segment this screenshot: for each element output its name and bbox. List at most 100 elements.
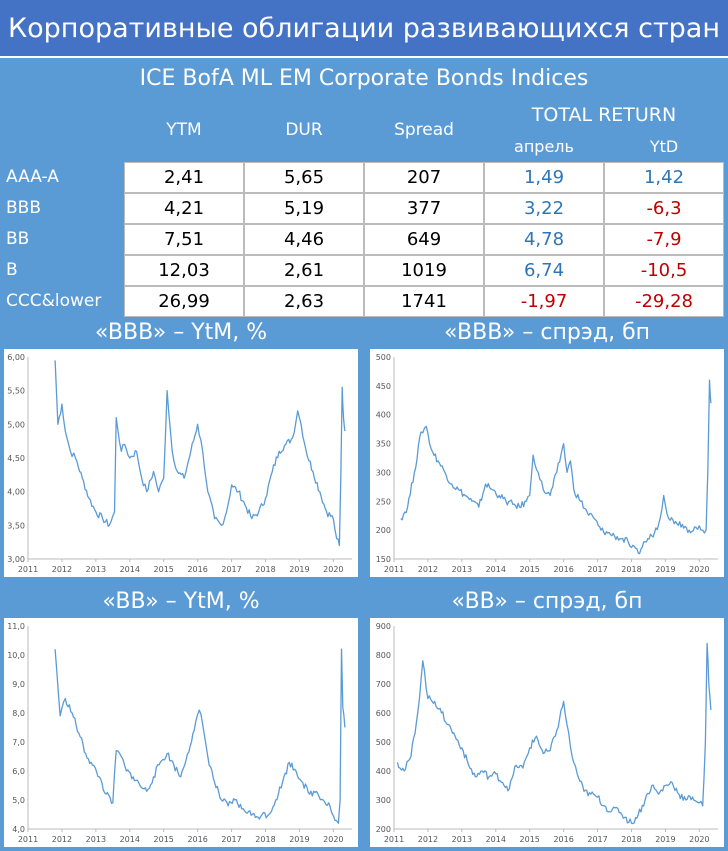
x-tick-label: 2019 [655, 565, 675, 574]
y-tick-label: 350 [376, 440, 391, 449]
x-tick-label: 2019 [289, 835, 309, 844]
x-tick-label: 2012 [52, 565, 72, 574]
y-tick-label: 200 [376, 526, 391, 535]
x-tick-label: 2013 [86, 835, 106, 844]
x-tick-label: 2015 [520, 835, 540, 844]
series-line [396, 642, 712, 825]
y-tick-label: 700 [376, 680, 391, 689]
chart-title-bbb-spread: «BBB» – спрэд, бп [443, 320, 651, 345]
y-tick-label: 5,0 [12, 796, 25, 805]
y-tick-label: 4,0 [12, 825, 25, 834]
cell-dur: 5,19 [244, 193, 364, 224]
y-tick-label: 500 [376, 738, 391, 747]
y-tick-label: 400 [376, 411, 391, 420]
chart-title-bb-spread: «BB» – спрэд, бп [451, 589, 643, 614]
x-tick-label: 2015 [520, 565, 540, 574]
x-tick-label: 2014 [120, 835, 140, 844]
x-tick-label: 2018 [255, 565, 275, 574]
x-tick-label: 2018 [621, 565, 641, 574]
x-tick-label: 2014 [120, 565, 140, 574]
x-tick-label: 2020 [689, 565, 709, 574]
y-tick-label: 450 [376, 382, 391, 391]
y-tick-label: 7,0 [12, 738, 25, 747]
y-tick-label: 3,00 [7, 555, 25, 564]
y-tick-label: 10,0 [7, 651, 25, 660]
cell-april: 6,74 [484, 255, 604, 286]
x-tick-label: 2016 [553, 835, 573, 844]
x-tick-label: 2011 [18, 565, 38, 574]
y-tick-label: 250 [376, 497, 391, 506]
row-label-ccc-lower: CCC&lower [6, 291, 102, 311]
x-tick-label: 2017 [221, 565, 241, 574]
index-subtitle: ICE BofA ML EM Corporate Bonds Indices [139, 66, 589, 91]
y-tick-label: 300 [376, 468, 391, 477]
cell-april: 1,49 [484, 162, 604, 193]
series-line [54, 648, 346, 824]
y-tick-label: 11,0 [7, 622, 25, 631]
chart-title-bb-ytm: «BB» – YtM, % [102, 589, 260, 614]
x-tick-label: 2016 [187, 835, 207, 844]
x-tick-label: 2013 [452, 565, 472, 574]
col-header-ytm: YTM [166, 120, 202, 140]
x-tick-label: 2017 [221, 835, 241, 844]
y-tick-label: 600 [376, 709, 391, 718]
cell-dur: 2,63 [244, 286, 364, 317]
x-tick-label: 2020 [323, 565, 343, 574]
col-header-total-return: TOTAL RETURN [531, 104, 677, 126]
chart-bb-spread: 200 300 400 500 600 700 800 900 2011 2012 2013 2014… [370, 618, 724, 847]
y-tick-label: 3,50 [7, 521, 25, 530]
col-header-dur: DUR [285, 120, 323, 140]
x-tick-label: 2012 [418, 565, 438, 574]
cell-ytm: 2,41 [124, 162, 244, 193]
x-tick-label: 2015 [154, 565, 174, 574]
x-tick-label: 2012 [52, 835, 72, 844]
cell-dur: 5,65 [244, 162, 364, 193]
cell-spread: 1019 [364, 255, 484, 286]
y-tick-label: 9,0 [12, 680, 25, 689]
x-tick-label: 2019 [655, 835, 675, 844]
cell-ytd: -29,28 [604, 286, 724, 317]
cell-ytd: 1,42 [604, 162, 724, 193]
cell-ytd: -10,5 [604, 255, 724, 286]
cell-ytd: -7,9 [604, 224, 724, 255]
x-tick-label: 2013 [86, 565, 106, 574]
chart-title-bbb-ytm: «BBB» – YtM, % [94, 320, 268, 345]
x-tick-label: 2017 [587, 565, 607, 574]
x-tick-label: 2020 [689, 835, 709, 844]
chart-bb-ytm: 4,0 5,0 6,0 7,0 8,0 9,0 10,0 11,0 2011 2012 2013 20… [4, 618, 358, 847]
cell-april: 3,22 [484, 193, 604, 224]
cell-spread: 649 [364, 224, 484, 255]
x-tick-label: 2016 [553, 565, 573, 574]
x-tick-label: 2011 [384, 835, 404, 844]
cell-spread: 377 [364, 193, 484, 224]
col-header-spread: Spread [394, 120, 454, 140]
x-tick-label: 2014 [486, 835, 506, 844]
x-tick-label: 2011 [18, 835, 38, 844]
y-tick-label: 200 [376, 825, 391, 834]
x-tick-label: 2013 [452, 835, 472, 844]
row-label-bbb: BBB [6, 198, 41, 218]
x-tick-label: 2018 [255, 835, 275, 844]
y-tick-label: 900 [376, 622, 391, 631]
col-header-ytd: YtD [649, 137, 679, 156]
y-tick-label: 4,50 [7, 454, 25, 463]
cell-ytd: -6,3 [604, 193, 724, 224]
page-title: Корпоративные облигации развивающихся ст… [0, 0, 728, 58]
cell-april: -1,97 [484, 286, 604, 317]
y-tick-label: 500 [376, 353, 391, 362]
row-label-aaa-a: AAA-A [6, 167, 59, 187]
cell-ytm: 26,99 [124, 286, 244, 317]
chart-bbb-ytm: 3,00 3,50 4,00 4,50 5,00 5,50 6,00 2011 2012 2013… [4, 349, 358, 577]
series-line [54, 360, 346, 547]
y-tick-label: 400 [376, 767, 391, 776]
x-tick-label: 2012 [418, 835, 438, 844]
cell-spread: 207 [364, 162, 484, 193]
x-tick-label: 2014 [486, 565, 506, 574]
y-tick-label: 5,00 [7, 420, 25, 429]
x-tick-label: 2019 [289, 565, 309, 574]
row-label-bb: BB [6, 229, 30, 249]
x-tick-label: 2015 [154, 835, 174, 844]
series-line [400, 379, 712, 555]
y-tick-label: 8,0 [12, 709, 25, 718]
chart-bbb-spread: 150 200 250 300 350 400 450 500 2011 2012 2013 2014… [370, 349, 724, 577]
